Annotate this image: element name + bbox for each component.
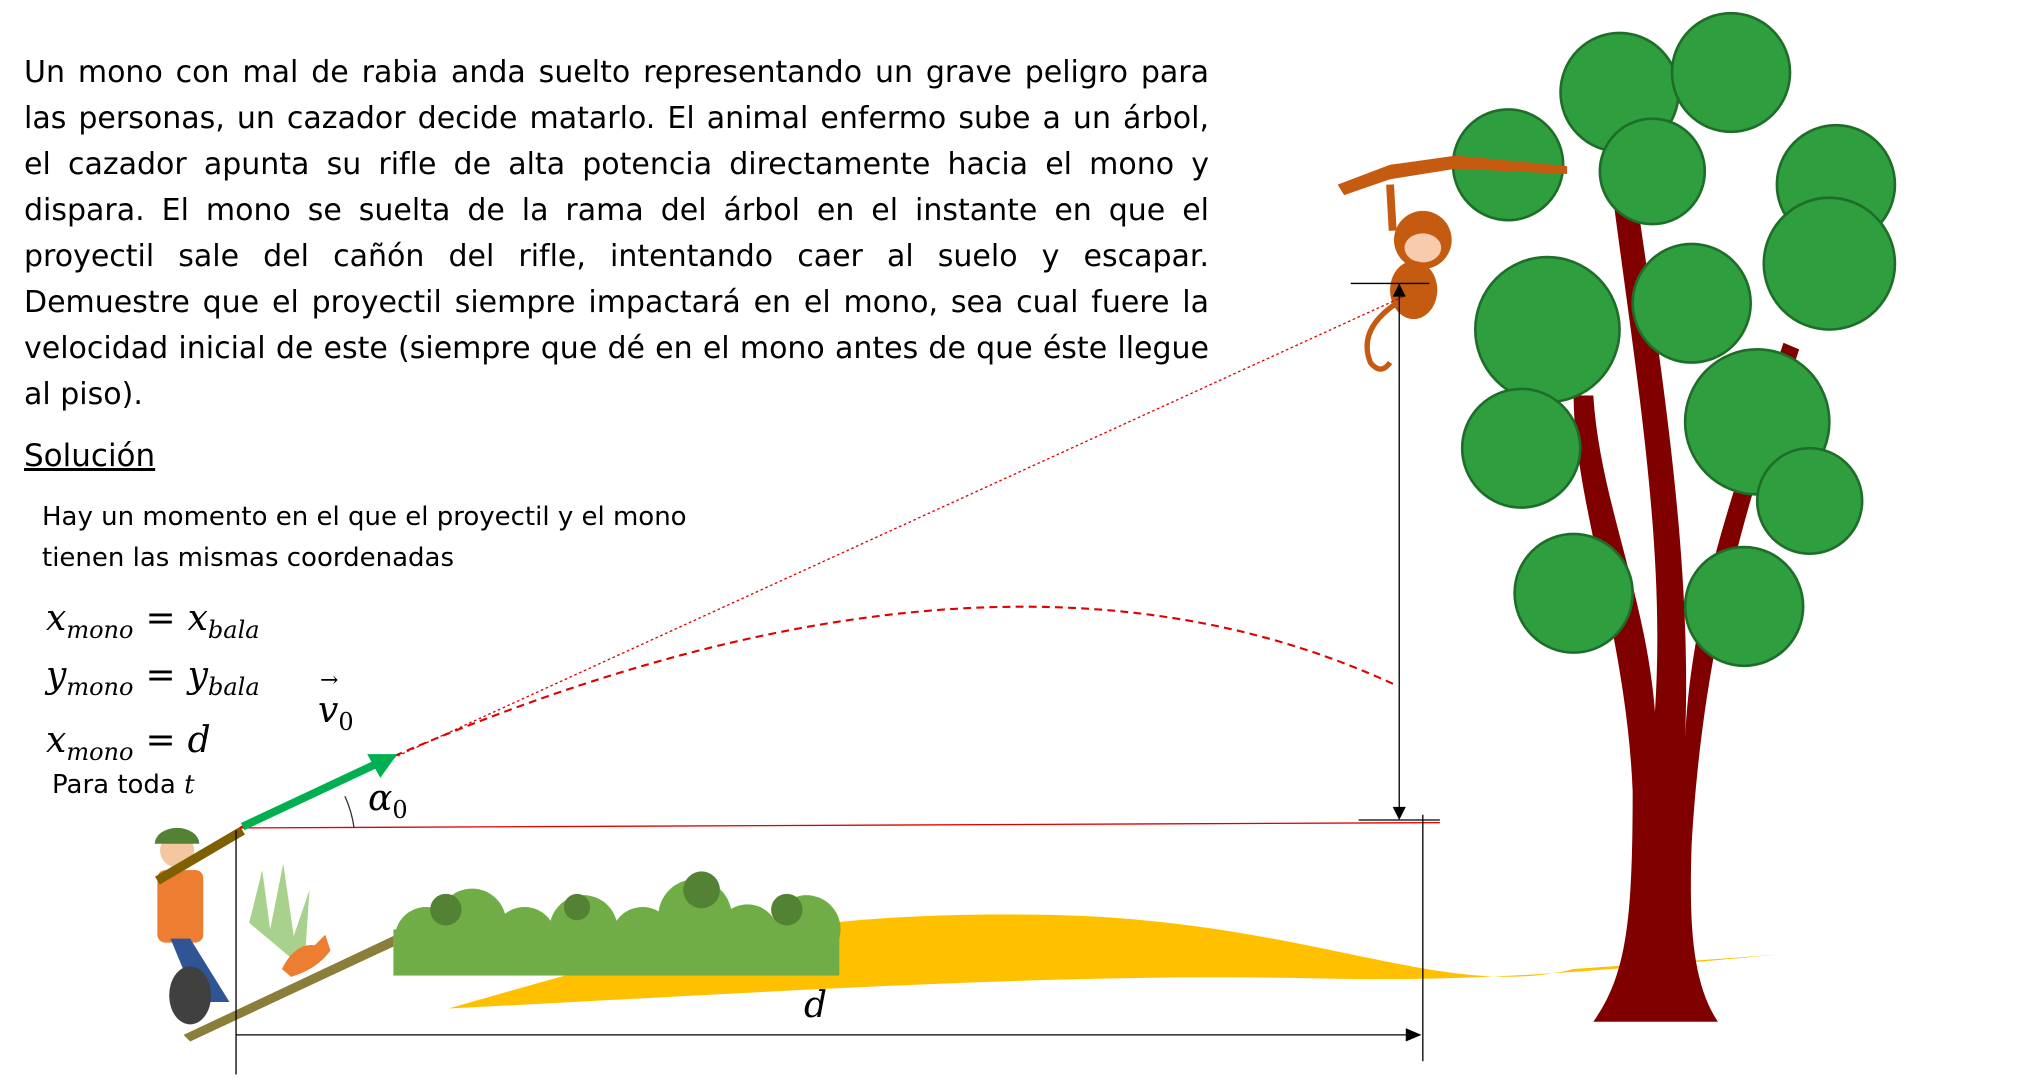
eq-right-sub: bala (207, 616, 260, 644)
eq-op: = (145, 655, 176, 696)
eq-left-sub: mono (66, 738, 134, 766)
velocity-vector (240, 758, 382, 831)
subscript: 0 (338, 708, 354, 736)
explanation-line: Hay un momento en el que el proyectil y … (42, 502, 687, 532)
velocity-label: v → 0 (318, 668, 354, 736)
angle-label: α0 (368, 778, 408, 824)
condition: Para toda t (52, 770, 195, 800)
eq-right: x (187, 598, 208, 639)
tree (1337, 11, 1897, 1022)
problem-statement: Un mono con mal de rabia anda suelto rep… (24, 55, 1209, 412)
eq-right: d (187, 720, 211, 761)
angle-arc (344, 796, 355, 829)
hunter (154, 826, 394, 1042)
eq-right-sub: bala (207, 673, 260, 701)
eq-right: y (187, 655, 208, 696)
distance-label: d (804, 985, 828, 1026)
explanation-line: tienen las mismas coordenadas (42, 543, 455, 573)
trajectory (239, 605, 1398, 829)
d-arrow (1405, 1028, 1422, 1042)
explanation: Hay un momento en el que el proyectil y … (42, 497, 687, 579)
subscript: 0 (392, 796, 408, 824)
equation: xmono = d (46, 720, 211, 766)
velocity-symbol: v → (318, 668, 339, 731)
condition-var: t (184, 770, 195, 800)
velocity-arrowhead (367, 754, 398, 778)
eq-left: x (46, 598, 67, 639)
eq-op: = (145, 720, 176, 761)
solution-heading: Solución (24, 438, 156, 474)
symbol: v (318, 690, 339, 731)
eq-left: x (46, 720, 67, 761)
monkey (1364, 184, 1452, 372)
vector-arrow: → (320, 668, 339, 693)
eq-left-sub: mono (66, 673, 134, 701)
eq-left-sub: mono (66, 616, 134, 644)
bushes (393, 879, 841, 976)
condition-text: Para toda (52, 770, 176, 800)
horizontal-line (239, 821, 1440, 829)
bush-shade (430, 871, 803, 926)
equation: ymono = ybala (46, 655, 260, 701)
eq-left: y (46, 655, 67, 696)
equation: xmono = xbala (46, 598, 260, 644)
eq-op: = (145, 598, 176, 639)
symbol: α (368, 778, 393, 819)
